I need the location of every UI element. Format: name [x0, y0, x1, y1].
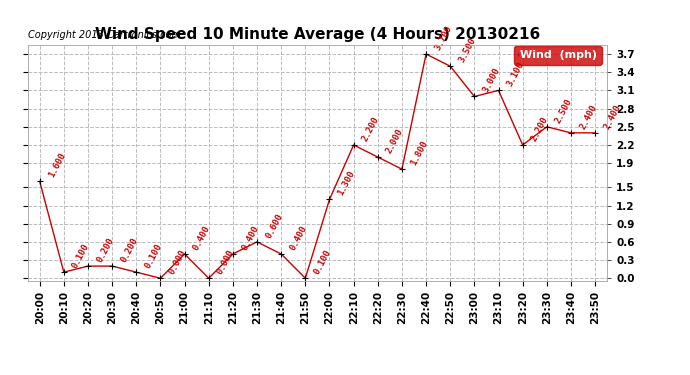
Text: 3.500: 3.500 — [457, 36, 477, 64]
Text: 0.600: 0.600 — [264, 212, 284, 240]
Text: 2.200: 2.200 — [530, 115, 550, 143]
Text: 3.000: 3.000 — [482, 66, 502, 94]
Title: Wind Speed 10 Minute Average (4 Hours) 20130216: Wind Speed 10 Minute Average (4 Hours) 2… — [95, 27, 540, 42]
Text: 1.800: 1.800 — [409, 139, 429, 167]
Text: 1.600: 1.600 — [47, 151, 67, 179]
Text: 2.200: 2.200 — [361, 115, 381, 143]
Text: 0.100: 0.100 — [144, 242, 164, 270]
Text: 0.400: 0.400 — [288, 224, 308, 252]
Text: 3.700: 3.700 — [433, 24, 453, 52]
Text: 1.300: 1.300 — [337, 170, 357, 197]
Text: 2.400: 2.400 — [578, 103, 598, 130]
Text: Copyright 2013 Cartronics.com: Copyright 2013 Cartronics.com — [28, 30, 181, 40]
Text: 3.100: 3.100 — [506, 60, 526, 88]
Text: 2.500: 2.500 — [554, 97, 574, 124]
Text: 0.000: 0.000 — [216, 248, 236, 276]
Text: 0.200: 0.200 — [95, 236, 115, 264]
Text: 0.100: 0.100 — [71, 242, 91, 270]
Text: 2.000: 2.000 — [385, 127, 405, 155]
Text: 0.400: 0.400 — [240, 224, 260, 252]
Text: 0.100: 0.100 — [313, 248, 333, 276]
Text: 0.000: 0.000 — [168, 248, 188, 276]
Legend: Wind  (mph): Wind (mph) — [513, 46, 602, 65]
Text: 2.400: 2.400 — [602, 103, 622, 130]
Text: 0.400: 0.400 — [192, 224, 212, 252]
Text: 0.200: 0.200 — [119, 236, 139, 264]
